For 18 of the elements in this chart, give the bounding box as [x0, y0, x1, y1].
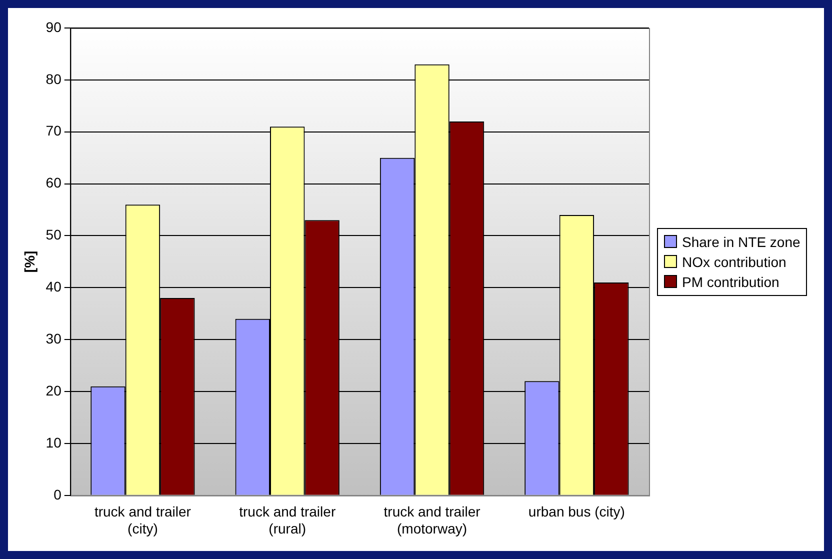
- x-tick-label: truck and trailer (city): [94, 504, 192, 536]
- legend-label: NOx contribution: [682, 254, 786, 270]
- x-tick-label: truck and trailer (rural): [239, 504, 336, 536]
- y-tick-label: 30: [46, 330, 62, 346]
- y-tick-label: 90: [46, 18, 62, 35]
- y-tick-label: 60: [46, 174, 62, 191]
- y-axis-title: [%]: [21, 250, 38, 273]
- y-tick-label: 70: [46, 122, 62, 139]
- y-tick-label: 0: [54, 486, 62, 502]
- legend-label: PM contribution: [682, 274, 780, 290]
- x-tick-label: urban bus (city): [528, 504, 625, 520]
- y-tick-label: 50: [46, 226, 62, 243]
- y-tick-label: 10: [46, 434, 62, 450]
- y-tick-label: 40: [46, 278, 62, 295]
- legend-label: Share in NTE zone: [682, 234, 800, 250]
- x-tick-label: truck and trailer (motorway): [384, 504, 481, 536]
- y-tick-label: 20: [46, 382, 62, 398]
- y-tick-label: 80: [46, 70, 62, 87]
